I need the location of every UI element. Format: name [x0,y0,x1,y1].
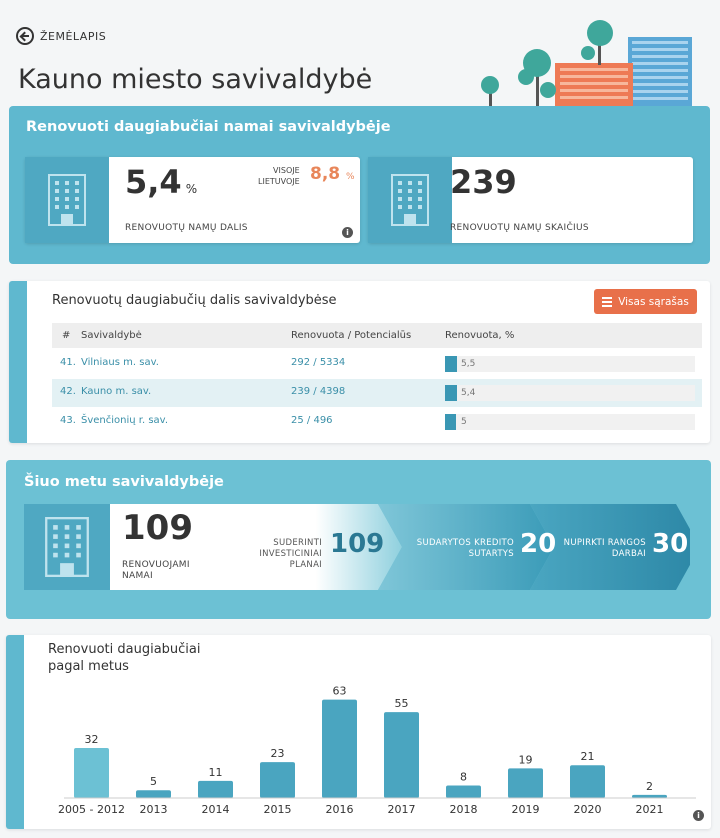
by-year-panel-title: Renovuoti daugiabučiai pagal metus [48,642,201,674]
back-to-map-link[interactable]: ŽEMĖLAPIS [16,27,106,45]
current-panel-title: Šiuo metu savivaldybėje [24,474,224,490]
bar-value-label: 5 [150,775,157,788]
chart-bar[interactable] [74,748,109,798]
building-icon [25,157,109,243]
stage-label: NUPIRKTI RANGOS DARBAI [563,538,646,559]
column-header: Renovuota, % [445,330,515,341]
column-header: Savivaldybė [81,330,142,341]
back-label: ŽEMĖLAPIS [40,29,107,43]
bar-value-label: 19 [519,753,533,766]
full-list-button[interactable]: Visas sąrašas [594,289,697,314]
chart-bar[interactable] [446,785,481,798]
row-municipality[interactable]: Kauno m. sav. [81,386,152,397]
renovated-share-label: RENOVUOTŲ NAMŲ DALIS [125,223,248,233]
ranking-panel-title: Renovuotų daugiabučių dalis savivaldybės… [52,293,337,308]
by-year-panel: Renovuoti daugiabučiai pagal metus 32 2005… [6,635,711,829]
row-percent-bar: 5,4 [445,385,695,401]
panel-accent-bar [9,281,27,443]
row-percent-fill [445,385,457,401]
stage-value: 20 [520,529,557,559]
x-tick-label: 2019 [512,803,540,816]
renovated-summary-panel: Renovuoti daugiabučiai namai savivaldybė… [9,106,710,264]
row-ratio: 239 / 4398 [291,386,346,397]
x-tick-label: 2021 [636,803,664,816]
row-rank: 43. [60,415,76,426]
row-percent-bar: 5 [445,414,695,430]
x-tick-label: 2016 [326,803,354,816]
renovated-share-value: 5,4% [125,163,198,201]
x-tick-label: 2017 [388,803,416,816]
full-list-label: Visas sąrašas [618,295,689,308]
row-percent-value: 5,4 [461,388,476,398]
chart-bar[interactable] [632,794,667,798]
table-row[interactable]: 43. Švenčionių r. sav. 25 / 496 5 [52,408,702,436]
renovated-panel-title: Renovuoti daugiabučiai namai savivaldybė… [26,119,391,135]
row-percent-value: 5 [461,417,467,427]
x-tick-label: 2013 [140,803,168,816]
page-title: Kauno miesto savivaldybė [18,64,373,95]
renovated-count-card: 239 RENOVUOTŲ NAMŲ SKAIČIUS [368,157,693,243]
building-icon [24,504,110,590]
row-percent-fill [445,356,457,372]
row-ratio: 292 / 5334 [291,357,346,368]
x-tick-label: 2014 [202,803,230,816]
chart-bar[interactable] [570,765,605,798]
row-percent-fill [445,414,456,430]
column-header: Renovuota / Potencialūs [291,330,412,341]
chart-bar[interactable] [322,699,357,798]
bar-value-label: 8 [460,771,467,784]
chart-bar[interactable] [198,780,233,798]
x-tick-label: 2015 [264,803,292,816]
arrow-left-icon [16,27,34,45]
country-label: VISOJE LIETUVOJE [258,166,300,186]
panel-accent-bar [6,635,24,829]
stage-label: SUDERINTI INVESTICINIAI PLANAI [259,538,322,570]
current-status-panel: Šiuo metu savivaldybėje 109 RENOVUOJAMI N… [6,460,711,619]
stage-value: 109 [330,529,385,559]
info-icon[interactable]: i [342,227,353,238]
stages-arrows [210,504,690,590]
row-municipality[interactable]: Švenčionių r. sav. [81,415,168,426]
by-year-bar-chart: 32 2005 - 2012 5 2013 11 2014 23 2015 63 2016 55 20… [58,685,696,816]
building-icon [368,157,452,243]
city-illustration [481,20,692,107]
info-icon[interactable]: i [693,810,704,821]
table-header: # Savivaldybė Renovuota / Potencialūs Re… [52,323,702,348]
row-municipality[interactable]: Vilniaus m. sav. [81,357,159,368]
stage-label: SUDARYTOS KREDITO SUTARTYS [416,538,514,559]
bar-value-label: 11 [209,766,223,779]
ranking-panel: Renovuotų daugiabučių dalis savivaldybės… [9,281,710,443]
bar-value-label: 23 [271,747,285,760]
row-percent-value: 5,5 [461,359,476,369]
bar-value-label: 55 [395,697,409,710]
bar-value-label: 32 [85,733,99,746]
renovating-count-label: RENOVUOJAMI NAMAI [122,560,190,581]
chart-bar[interactable] [260,762,295,798]
row-ratio: 25 / 496 [291,415,333,426]
chart-bar[interactable] [508,768,543,798]
bar-value-label: 21 [581,750,595,763]
bar-value-label: 63 [333,685,347,698]
stage-value: 30 [652,529,689,559]
renovated-count-value: 239 [450,163,517,201]
renovated-share-card: 5,4% RENOVUOTŲ NAMŲ DALIS VISOJE LIETUVOJ… [25,157,360,243]
list-icon [602,297,613,307]
table-row[interactable]: 41. Vilniaus m. sav. 292 / 5334 5,5 [52,350,702,378]
x-tick-label: 2020 [574,803,602,816]
country-share-value: 8,8 % [310,164,355,184]
column-header: # [62,330,71,341]
renovated-count-label: RENOVUOTŲ NAMŲ SKAIČIUS [450,223,589,233]
current-status-row: 109 RENOVUOJAMI NAMAI SUDERINTI INVESTICI… [24,504,690,590]
renovating-count-value: 109 [122,508,193,548]
chart-bar[interactable] [136,790,171,798]
bar-value-label: 2 [646,780,653,793]
row-rank: 42. [60,386,76,397]
row-rank: 41. [60,357,76,368]
table-row[interactable]: 42. Kauno m. sav. 239 / 4398 5,4 [52,379,702,407]
x-tick-label: 2005 - 2012 [58,803,125,816]
row-percent-bar: 5,5 [445,356,695,372]
chart-bar[interactable] [384,712,419,798]
renovating-count-card: 109 RENOVUOJAMI NAMAI [110,504,210,590]
x-tick-label: 2018 [450,803,478,816]
